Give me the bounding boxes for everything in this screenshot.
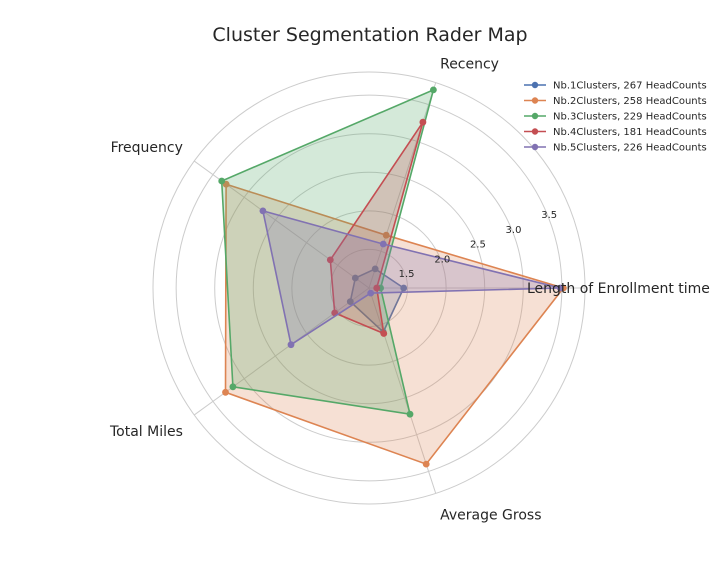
series-point (229, 383, 237, 391)
series-point (346, 298, 354, 305)
axis-label: Total Miles (109, 424, 183, 440)
series-point (380, 330, 388, 337)
series-point (422, 460, 430, 468)
series-line (349, 267, 405, 334)
legend-label: Nb.3Clusters, 229 HeadCounts (553, 112, 707, 123)
series-point (419, 118, 427, 126)
series-point (400, 284, 408, 292)
series-fill (262, 210, 561, 345)
series-line (261, 209, 561, 347)
legend-label: Nb.5Clusters, 226 HeadCounts (553, 143, 707, 154)
series-point (326, 256, 334, 264)
legend-marker (531, 81, 539, 89)
tick-label: 1.5 (399, 269, 415, 280)
series-point (367, 289, 375, 297)
legend-marker (531, 128, 539, 135)
series-point (287, 341, 295, 349)
series-line (224, 183, 565, 466)
series-point (379, 240, 387, 248)
series-point (406, 410, 414, 418)
series-fill (330, 122, 423, 334)
axis-labels: Length of Enrollment time Recency Frequenc… (109, 56, 710, 523)
legend-label: Nb.2Clusters, 258 HeadCounts (553, 96, 707, 107)
series-point (222, 388, 229, 396)
series-point (556, 284, 564, 292)
grid-spoke (368, 82, 437, 289)
radar-series (218, 86, 567, 468)
axis-label: Recency (440, 56, 499, 72)
legend-marker (531, 143, 539, 151)
series-point (351, 274, 359, 282)
axis-label: Frequency (111, 140, 183, 156)
radial-tick-labels: 1.5 2.0 2.5 3.0 3.5 (399, 210, 558, 280)
series-point (259, 207, 267, 215)
series-point (430, 86, 437, 94)
series-fill (225, 184, 564, 465)
legend: Nb.1Clusters, 267 HeadCounts Nb.2Clusters… (524, 81, 707, 154)
series-point (373, 284, 381, 292)
tick-label: 3.5 (541, 210, 557, 221)
radar-grid (152, 71, 586, 505)
series-point (382, 231, 390, 239)
legend-marker (531, 97, 539, 104)
series-line (329, 121, 424, 335)
axis-label: Length of Enrollment time (527, 281, 710, 297)
tick-label: 3.0 (506, 225, 522, 236)
series-point (218, 177, 226, 185)
grid-spoke (368, 287, 437, 494)
legend-label: Nb.1Clusters, 267 HeadCounts (553, 81, 707, 92)
tick-label: 2.0 (434, 255, 450, 266)
tick-label: 2.5 (470, 240, 486, 251)
chart-title: Cluster Segmentation Rader Map (212, 24, 527, 46)
series-point (371, 265, 379, 273)
legend-marker (531, 112, 539, 120)
legend-label: Nb.4Clusters, 181 HeadCounts (553, 127, 707, 138)
axis-label: Average Gross (440, 508, 541, 524)
